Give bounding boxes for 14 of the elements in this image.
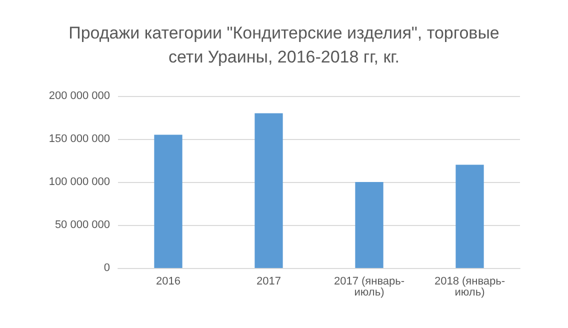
y-tick-label: 200 000 000 <box>48 90 110 102</box>
x-tick-label: 2018 (январь- июль) <box>434 276 506 298</box>
chart-title: Продажи категории "Кондитерские изделия", торговые сети Ураины, 2016-2018 гг, кг. <box>68 24 500 66</box>
y-tick-label: 100 000 000 <box>48 176 110 188</box>
x-tick-label: 2016 <box>156 276 180 288</box>
y-tick-label: 0 <box>104 262 110 274</box>
bar <box>355 182 384 268</box>
x-tick-label: 2017 (январь- июль) <box>334 276 405 298</box>
x-tick-label: 2017 <box>256 276 281 288</box>
bar <box>456 164 484 268</box>
bar <box>254 113 283 268</box>
bar <box>154 134 182 268</box>
y-tick-label: 150 000 000 <box>48 133 110 145</box>
y-tick-label: 50 000 000 <box>54 219 110 231</box>
